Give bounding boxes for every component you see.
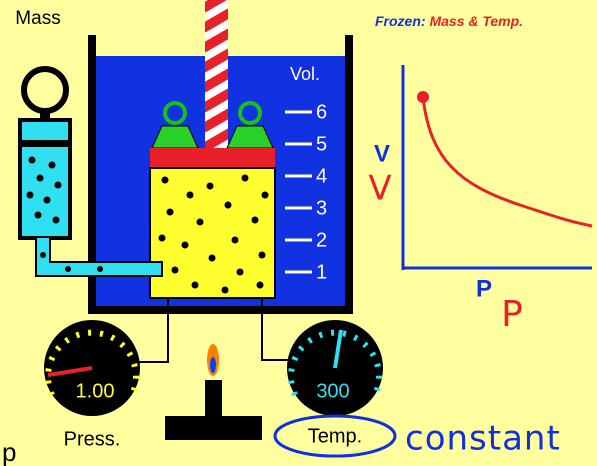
handwritten-v: V: [368, 169, 391, 209]
piston: [150, 148, 275, 168]
syringe-plunger: [22, 140, 68, 147]
current-point: [417, 91, 429, 103]
temperature-reading: 300: [316, 380, 349, 402]
pressure-reading: 1.00: [76, 380, 115, 402]
note: constant: [405, 419, 561, 459]
y-axis-label: V: [374, 140, 390, 167]
pressure-label: Press.: [64, 428, 121, 450]
x-axis-label: P: [476, 275, 492, 302]
status-items: Mass & Temp.: [429, 13, 523, 29]
volume-mark: 1: [316, 261, 327, 283]
flame-core: [210, 357, 216, 373]
volume-title: Vol.: [290, 64, 320, 84]
temperature-label: Temp.: [308, 425, 362, 447]
corner-note: p: [2, 437, 16, 466]
simulation: Vol. 6 5 4 3 2 1 1.00 300 Mass Press. Temp. c…: [0, 0, 597, 466]
piston-rod: [205, 0, 228, 148]
status: Frozen: Mass & Temp.: [375, 13, 523, 29]
burner-base: [165, 416, 262, 440]
status-prefix: Frozen:: [375, 13, 426, 29]
burner-stem: [205, 380, 222, 416]
syringe: [20, 120, 70, 238]
volume-mark: 4: [316, 165, 327, 187]
volume-mark: 2: [316, 229, 327, 251]
mass-label: Mass: [15, 8, 60, 29]
volume-mark: 5: [316, 133, 327, 155]
volume-mark: 3: [316, 197, 327, 219]
volume-mark: 6: [316, 101, 327, 123]
handwritten-p: P: [501, 294, 523, 335]
